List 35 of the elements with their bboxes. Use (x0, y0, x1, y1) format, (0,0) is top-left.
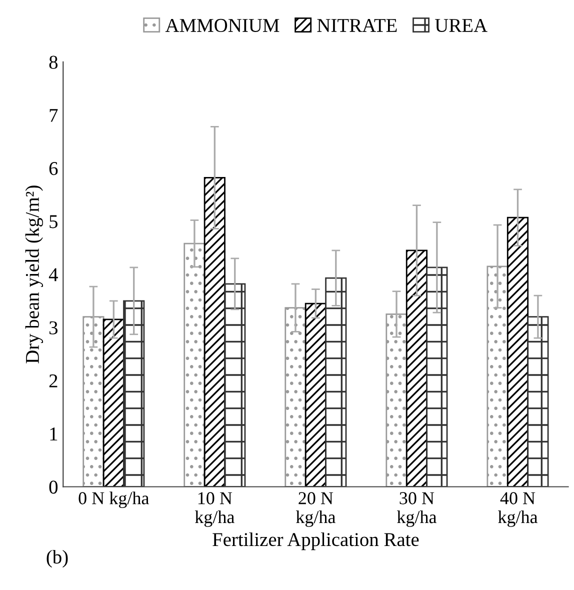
y-tick-label: 7 (50, 109, 58, 122)
y-tick-label: 3 (49, 321, 58, 334)
bar (304, 302, 326, 487)
bar (386, 313, 408, 487)
bar (325, 277, 347, 487)
y-axis-title: Dry bean yield (kg/m²) (25, 186, 43, 364)
bar (426, 266, 448, 487)
bar (406, 250, 428, 487)
y-tick-label: 6 (49, 162, 58, 176)
y-tick-label: 8 (49, 56, 58, 69)
y-tick-label: 4 (48, 268, 58, 282)
text: (b) (46, 550, 68, 568)
legend-label: UREA (435, 18, 488, 32)
bar (506, 216, 529, 487)
x-tick-label: 10 N kg/ha (194, 492, 234, 527)
bar (486, 266, 508, 487)
legend-label: NITRATE (317, 18, 397, 32)
bar (82, 316, 104, 487)
x-axis-title: Fertilizer Application Rate (212, 532, 419, 550)
x-tick-label: 0 N kg/ha (78, 492, 150, 508)
bar (123, 300, 145, 487)
bar (204, 177, 226, 487)
y-tick-label: 1 (50, 428, 58, 440)
bar (184, 242, 206, 487)
bar (284, 307, 306, 487)
y-tick-label: 2 (49, 374, 58, 388)
y-tick-label: 5 (50, 215, 58, 228)
y-tick-label: 0 (49, 480, 58, 494)
legend-label: AMMONIUM (165, 18, 280, 32)
bar (102, 318, 124, 487)
x-tick-label: 40 N kg/ha (498, 492, 538, 527)
bar (527, 316, 549, 487)
x-tick-label: 30 N kg/ha (397, 492, 437, 527)
bar (224, 283, 246, 487)
x-tick-label: 20 N kg/ha (296, 492, 336, 527)
